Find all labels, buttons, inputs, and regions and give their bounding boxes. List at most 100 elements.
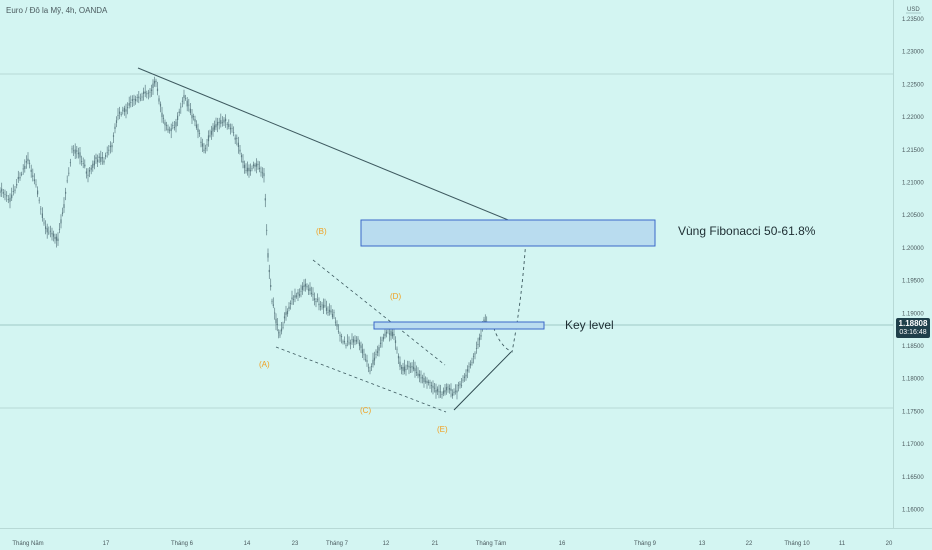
candle-body: [300, 290, 302, 292]
candle-body: [390, 330, 392, 336]
fibonacci-zone[interactable]: [360, 219, 656, 247]
wave-label-d[interactable]: (D): [390, 292, 401, 301]
candle-body: [396, 348, 398, 350]
wedge-lower-line[interactable]: [275, 346, 447, 413]
key-level-zone[interactable]: [373, 321, 545, 330]
candle-body: [456, 390, 458, 393]
candle-body: [108, 149, 110, 151]
candle-body: [391, 332, 394, 337]
candle-body: [260, 171, 262, 173]
candle-body: [414, 368, 416, 372]
candle-body: [119, 111, 121, 114]
candle-body: [120, 114, 122, 115]
candle-body: [291, 297, 293, 300]
candle-body: [16, 184, 18, 186]
candle-body: [100, 157, 102, 162]
candle-body: [267, 253, 269, 258]
time-axis-separator: [0, 528, 932, 529]
candle-body: [1, 188, 3, 192]
candle-body: [164, 122, 166, 126]
candle-body: [169, 129, 171, 131]
candle-body: [228, 124, 230, 128]
symbol-title[interactable]: Euro / Đô la Mỹ, 4h, OANDA: [6, 6, 108, 15]
candle-body: [207, 135, 210, 142]
candle-body: [447, 386, 449, 388]
price-axis[interactable]: 1.23500 1.23000 1.22500 1.22000 1.21500 1.210…: [902, 17, 924, 514]
candle-body: [147, 92, 149, 94]
time-axis[interactable]: Tháng Năm 17 Tháng 6 14 23 Tháng 7 12 21 Tháng T…: [12, 541, 893, 547]
candle-body: [409, 366, 412, 368]
candle-body: [289, 303, 292, 304]
candle-body: [465, 374, 467, 377]
candle-body: [37, 190, 39, 195]
wave-label-a[interactable]: (A): [259, 360, 270, 369]
candle-body: [354, 340, 356, 342]
candle-body: [427, 381, 430, 383]
wedge-upper-line[interactable]: [312, 259, 446, 366]
wave-label-b[interactable]: (B): [316, 227, 327, 236]
candle-body: [477, 344, 479, 345]
candle-body: [312, 294, 314, 295]
candle-body: [444, 390, 446, 393]
candle-body: [459, 383, 461, 385]
price-tick-label: 1.22500: [902, 82, 924, 88]
candle-body: [376, 351, 379, 353]
candle-body: [106, 152, 108, 154]
candle-body: [266, 229, 268, 231]
candle-body: [445, 387, 448, 391]
candle-body: [406, 365, 409, 367]
price-tick-label: 1.21500: [902, 148, 924, 154]
candle-body: [4, 193, 6, 195]
rising-support-line[interactable]: [453, 351, 512, 411]
candle-body: [201, 143, 204, 147]
candle-body: [418, 374, 421, 377]
candle-body: [95, 157, 97, 160]
candle-body: [360, 345, 362, 349]
candle-body: [258, 167, 261, 170]
time-tick-label: Tháng 7: [326, 541, 349, 547]
candle-body: [73, 150, 75, 152]
time-tick-label: Tháng Năm: [12, 541, 43, 547]
candle-body: [252, 164, 255, 167]
candle-body: [251, 168, 253, 170]
candle-body: [206, 144, 208, 146]
candle-body: [417, 373, 419, 376]
candle-body: [82, 163, 84, 164]
candle-body: [220, 120, 222, 124]
price-tick-label: 1.18500: [902, 344, 924, 350]
candle-body: [339, 334, 341, 336]
candle-body: [30, 169, 32, 172]
descending-trendline[interactable]: [137, 67, 553, 239]
key-level-label[interactable]: Key level: [565, 318, 614, 332]
candle-body: [159, 103, 162, 107]
candle-body: [130, 102, 132, 103]
candle-body: [321, 304, 323, 306]
candle-body: [111, 145, 113, 148]
candle-body: [87, 174, 89, 176]
candle-body: [402, 367, 404, 371]
candlestick-series: [0, 76, 488, 400]
candle-body: [240, 155, 243, 158]
candle-body: [397, 355, 400, 359]
candle-body: [254, 164, 256, 167]
wave-label-e[interactable]: (E): [437, 425, 448, 434]
candle-body: [361, 349, 364, 354]
candle-body: [342, 341, 344, 343]
candle-body: [451, 393, 454, 396]
candle-body: [93, 160, 95, 166]
price-tick-label: 1.18000: [902, 377, 924, 383]
fib-zone-label[interactable]: Vùng Fibonacci 50-61.8%: [678, 224, 816, 238]
candle-body: [114, 126, 116, 129]
projected-path[interactable]: [491, 237, 527, 353]
candle-body: [388, 333, 391, 335]
candle-body: [399, 361, 401, 367]
candle-body: [242, 161, 244, 163]
candle-body: [336, 324, 338, 327]
candle-body: [430, 385, 433, 386]
candle-body: [357, 338, 359, 340]
candle-body: [472, 355, 475, 357]
candle-body: [268, 269, 270, 273]
candle-body: [234, 137, 236, 140]
wave-label-c[interactable]: (C): [360, 406, 371, 415]
